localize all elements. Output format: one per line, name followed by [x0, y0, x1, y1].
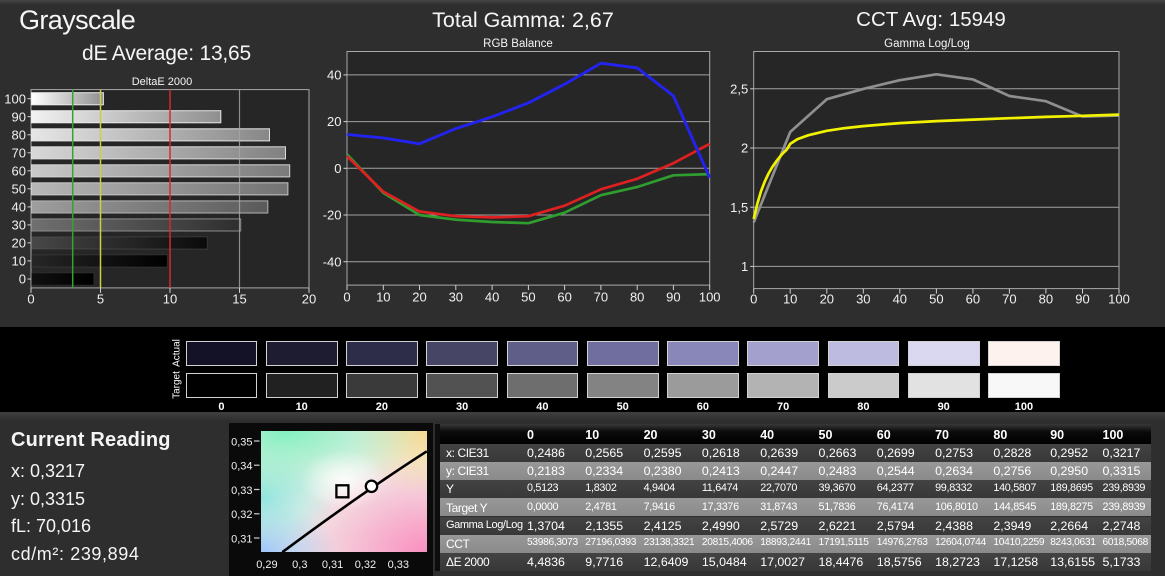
- svg-text:20: 20: [12, 236, 26, 251]
- svg-text:40: 40: [12, 200, 26, 215]
- svg-text:60: 60: [12, 163, 26, 178]
- svg-text:-40: -40: [323, 254, 342, 269]
- svg-text:70: 70: [1002, 292, 1016, 307]
- svg-text:70: 70: [594, 290, 608, 305]
- svg-text:0,3: 0,3: [292, 559, 307, 571]
- svg-text:10: 10: [783, 292, 797, 307]
- svg-text:10: 10: [12, 254, 26, 269]
- svg-text:100: 100: [1108, 292, 1130, 307]
- svg-text:100: 100: [699, 290, 721, 305]
- svg-text:10: 10: [163, 291, 177, 306]
- svg-text:5: 5: [97, 291, 104, 306]
- svg-text:1: 1: [741, 259, 748, 274]
- svg-text:-20: -20: [323, 208, 342, 223]
- svg-text:1,5: 1,5: [730, 200, 748, 215]
- svg-text:0,33: 0,33: [388, 559, 409, 571]
- svg-text:20: 20: [302, 291, 316, 306]
- svg-text:2: 2: [741, 141, 748, 156]
- svg-text:0,33: 0,33: [231, 485, 252, 497]
- svg-text:0: 0: [750, 292, 757, 307]
- svg-text:0,35: 0,35: [231, 436, 252, 448]
- svg-text:80: 80: [1039, 292, 1053, 307]
- svg-text:50: 50: [929, 292, 943, 307]
- svg-text:90: 90: [1075, 292, 1089, 307]
- svg-text:50: 50: [521, 290, 535, 305]
- svg-text:20: 20: [327, 114, 341, 129]
- svg-text:0,29: 0,29: [256, 559, 277, 571]
- svg-text:10: 10: [376, 290, 390, 305]
- svg-text:50: 50: [12, 181, 26, 196]
- svg-text:2,5: 2,5: [730, 81, 748, 96]
- svg-text:40: 40: [893, 292, 907, 307]
- svg-text:0: 0: [343, 290, 350, 305]
- svg-text:60: 60: [966, 292, 980, 307]
- svg-text:0: 0: [19, 272, 26, 287]
- svg-text:0,31: 0,31: [322, 559, 343, 571]
- svg-text:100: 100: [4, 91, 26, 106]
- svg-text:30: 30: [12, 218, 26, 233]
- svg-text:20: 20: [820, 292, 834, 307]
- svg-text:15: 15: [232, 291, 246, 306]
- svg-text:60: 60: [557, 290, 571, 305]
- svg-text:40: 40: [485, 290, 499, 305]
- svg-text:0: 0: [27, 291, 34, 306]
- svg-text:40: 40: [327, 68, 341, 83]
- svg-text:90: 90: [12, 109, 26, 124]
- svg-text:80: 80: [630, 290, 644, 305]
- svg-text:30: 30: [856, 292, 870, 307]
- svg-text:20: 20: [412, 290, 426, 305]
- svg-text:70: 70: [12, 145, 26, 160]
- svg-text:0,32: 0,32: [231, 509, 252, 521]
- svg-text:30: 30: [449, 290, 463, 305]
- svg-text:0,34: 0,34: [231, 461, 252, 473]
- svg-text:0: 0: [334, 161, 341, 176]
- svg-text:80: 80: [12, 127, 26, 142]
- svg-text:0,32: 0,32: [355, 559, 376, 571]
- svg-text:0,31: 0,31: [231, 533, 252, 545]
- svg-text:90: 90: [666, 290, 680, 305]
